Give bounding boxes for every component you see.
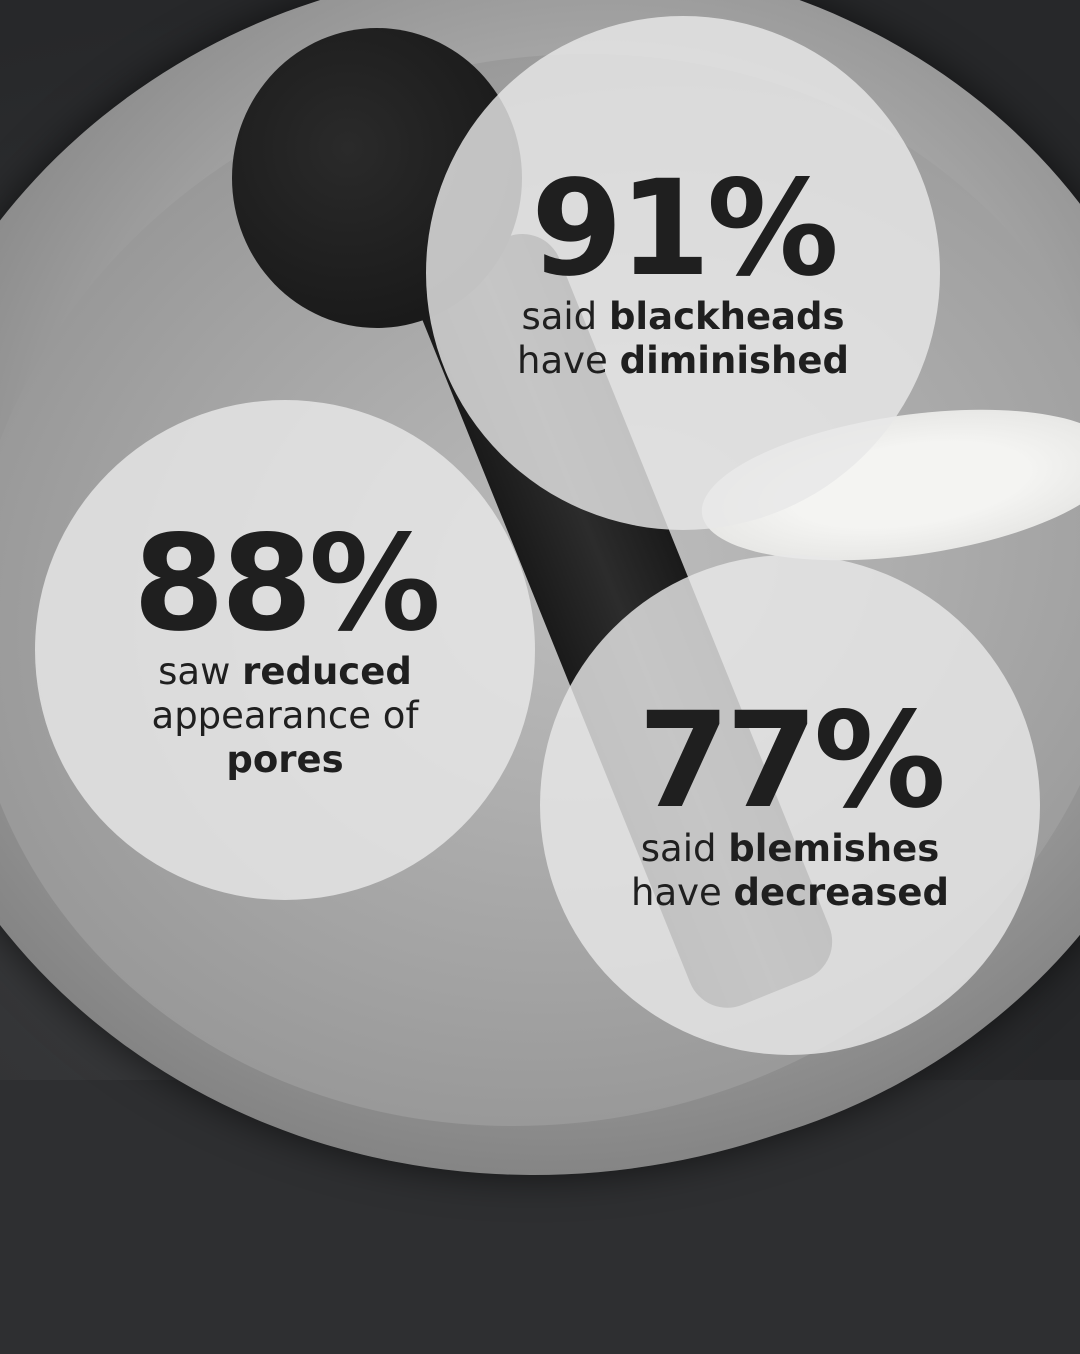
stat-value: 91% <box>531 152 839 306</box>
stat-circle-blackheads: 91% said blackheads have diminished <box>426 16 940 530</box>
stat-line: said blackheads <box>521 295 845 338</box>
stat-circle-pores: 88% saw reduced appearance of pores <box>35 400 535 900</box>
stat-line: have diminished <box>517 339 849 382</box>
stat-line: saw reduced <box>158 650 412 693</box>
stat-line: said blemishes <box>640 827 940 870</box>
stat-value: 88% <box>133 507 441 661</box>
stat-line: have decreased <box>631 871 949 914</box>
stat-line: pores <box>226 738 344 781</box>
stat-circle-blemishes: 77% said blemishes have decreased <box>540 555 1040 1055</box>
stat-line: appearance of <box>151 694 419 737</box>
stat-value: 77% <box>638 684 946 838</box>
